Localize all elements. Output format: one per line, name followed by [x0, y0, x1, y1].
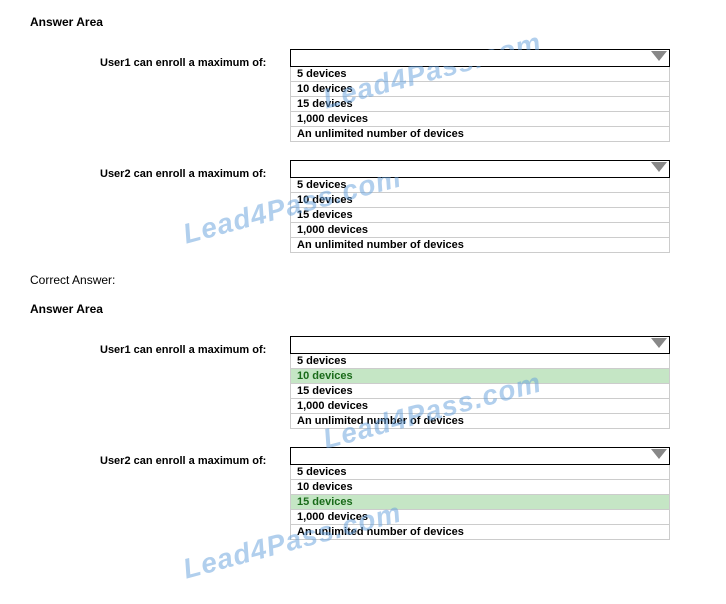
dropdown-header[interactable] — [291, 448, 670, 465]
chevron-down-icon — [651, 162, 667, 172]
dropdown-option[interactable]: 5 devices — [291, 178, 670, 193]
dropdown-option[interactable]: 10 devices — [291, 193, 670, 208]
dropdown-option[interactable]: 5 devices — [291, 67, 670, 82]
dropdown-option[interactable]: An unlimited number of devices — [291, 238, 670, 253]
dropdown-option[interactable]: An unlimited number of devices — [291, 414, 670, 429]
dropdown-option[interactable]: 10 devices — [291, 480, 670, 495]
dropdown-option[interactable]: An unlimited number of devices — [291, 525, 670, 540]
dropdown-user1-q[interactable]: 5 devices10 devices15 devices1,000 devic… — [290, 49, 670, 142]
question-block-user1-q: User1 can enroll a maximum of: 5 devices… — [100, 49, 696, 142]
correct-answer-label: Correct Answer: — [30, 273, 696, 287]
question-label-user2-a: User2 can enroll a maximum of: — [100, 447, 290, 467]
answer-area-title-1: Answer Area — [30, 15, 696, 29]
question-label-user1: User1 can enroll a maximum of: — [100, 49, 290, 69]
dropdown-user2-q[interactable]: 5 devices10 devices15 devices1,000 devic… — [290, 160, 670, 253]
dropdown-option[interactable]: 1,000 devices — [291, 112, 670, 127]
dropdown-option[interactable]: 5 devices — [291, 354, 670, 369]
answer-area-title-2: Answer Area — [30, 302, 696, 316]
dropdown-option[interactable]: 5 devices — [291, 465, 670, 480]
dropdown-option[interactable]: 1,000 devices — [291, 223, 670, 238]
dropdown-option[interactable]: An unlimited number of devices — [291, 127, 670, 142]
dropdown-option[interactable]: 10 devices — [291, 82, 670, 97]
chevron-down-icon — [651, 338, 667, 348]
dropdown-option[interactable]: 15 devices — [291, 208, 670, 223]
dropdown-option[interactable]: 1,000 devices — [291, 399, 670, 414]
dropdown-header[interactable] — [291, 50, 670, 67]
question-block-user2-q: User2 can enroll a maximum of: 5 devices… — [100, 160, 696, 253]
dropdown-user1-a[interactable]: 5 devices10 devices15 devices1,000 devic… — [290, 336, 670, 429]
chevron-down-icon — [651, 449, 667, 459]
dropdown-option[interactable]: 15 devices — [291, 384, 670, 399]
dropdown-option[interactable]: 15 devices — [291, 97, 670, 112]
question-label-user1-a: User1 can enroll a maximum of: — [100, 336, 290, 356]
chevron-down-icon — [651, 51, 667, 61]
question-block-user2-a: User2 can enroll a maximum of: 5 devices… — [100, 447, 696, 540]
question-block-user1-a: User1 can enroll a maximum of: 5 devices… — [100, 336, 696, 429]
dropdown-header[interactable] — [291, 337, 670, 354]
question-label-user2: User2 can enroll a maximum of: — [100, 160, 290, 180]
dropdown-option[interactable]: 1,000 devices — [291, 510, 670, 525]
dropdown-option[interactable]: 10 devices — [291, 369, 670, 384]
dropdown-option[interactable]: 15 devices — [291, 495, 670, 510]
dropdown-header[interactable] — [291, 161, 670, 178]
dropdown-user2-a[interactable]: 5 devices10 devices15 devices1,000 devic… — [290, 447, 670, 540]
